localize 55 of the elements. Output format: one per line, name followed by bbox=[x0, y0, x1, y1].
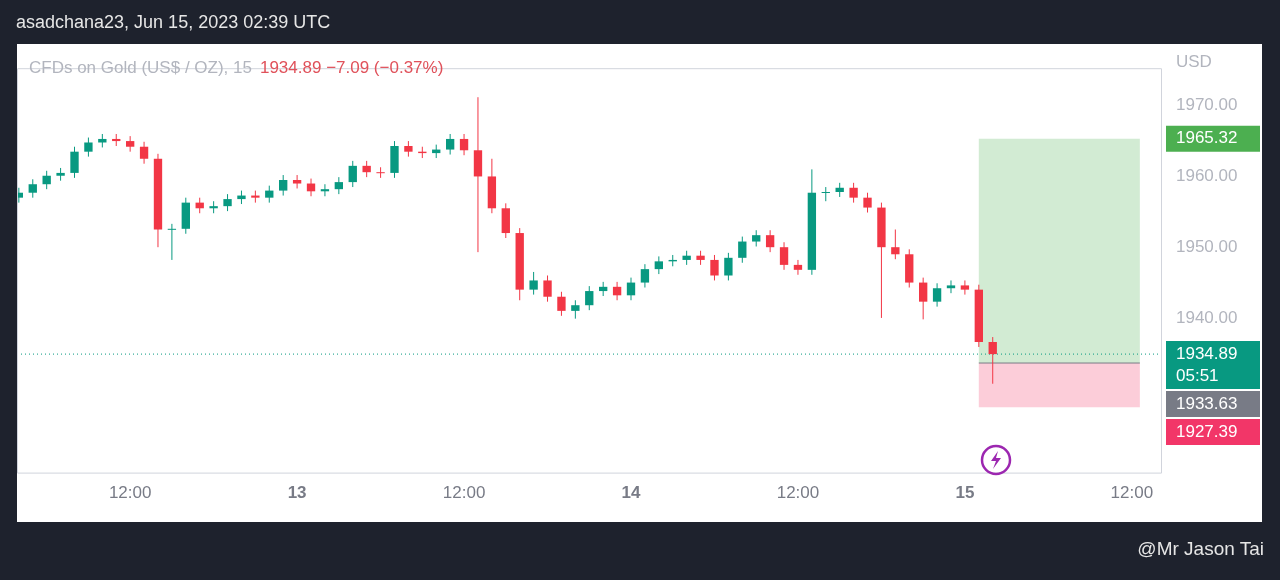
candlestick bbox=[70, 146, 79, 179]
band-label: 1965.32 bbox=[1176, 128, 1238, 148]
candlestick bbox=[459, 133, 469, 156]
candlestick bbox=[571, 299, 580, 320]
y-tick-label: 1960.00 bbox=[1176, 166, 1238, 186]
candlestick bbox=[279, 174, 288, 197]
x-tick-label: 15 bbox=[955, 483, 975, 503]
text: asadchana23, Jun 15, 2023 02:39 UTC bbox=[16, 12, 331, 33]
candlestick bbox=[167, 223, 177, 261]
x-tick-label: 12:00 bbox=[1110, 483, 1154, 503]
y-axis-title: USD bbox=[1176, 52, 1212, 72]
band-label: 1927.39 bbox=[1176, 421, 1238, 441]
candlestick bbox=[529, 271, 538, 296]
candlestick bbox=[84, 137, 93, 158]
chart-title: CFDs on Gold (US$ / OZ), 15 bbox=[29, 58, 252, 77]
y-tick-label: 1950.00 bbox=[1176, 236, 1238, 256]
candlestick bbox=[445, 133, 455, 156]
chart-subtitle: 1934.89 −7.09 (−0.37%) bbox=[259, 58, 444, 77]
y-tick-label: 1970.00 bbox=[1176, 95, 1238, 115]
x-tick-label: 12:00 bbox=[776, 483, 820, 503]
candlestick bbox=[348, 160, 357, 188]
candlestick bbox=[557, 291, 566, 317]
candlestick bbox=[793, 259, 803, 276]
candlestick bbox=[738, 236, 747, 264]
candlestick bbox=[640, 263, 650, 289]
ref-line-label: 1933.63 bbox=[1176, 393, 1238, 413]
y-tick-label: 1940.00 bbox=[1176, 307, 1238, 327]
x-tick-label: 12:00 bbox=[108, 483, 152, 503]
text: @Mr Jason Tai bbox=[1137, 538, 1264, 560]
candlestick bbox=[821, 186, 830, 202]
candlestick bbox=[724, 252, 733, 281]
candlestick bbox=[612, 281, 622, 301]
candlestick bbox=[626, 277, 636, 301]
candlestick bbox=[849, 182, 858, 204]
candlestick bbox=[28, 178, 37, 199]
candlestick bbox=[710, 254, 719, 281]
candlestick bbox=[139, 141, 149, 165]
candlestick bbox=[779, 241, 789, 271]
candlestick bbox=[585, 285, 594, 311]
candlestick bbox=[960, 279, 970, 296]
candlestick bbox=[765, 229, 775, 253]
x-tick-label: 13 bbox=[287, 483, 307, 503]
ref-line-label: 1934.89 05:51 bbox=[1176, 343, 1238, 385]
candlestick bbox=[932, 282, 942, 308]
candlestick bbox=[988, 336, 997, 385]
candlestick bbox=[863, 192, 872, 214]
candlestick bbox=[42, 170, 51, 190]
x-tick-label: 12:00 bbox=[442, 483, 486, 503]
candlestick bbox=[919, 277, 928, 320]
candlestick bbox=[891, 229, 900, 260]
x-tick-label: 14 bbox=[621, 483, 641, 503]
candlestick bbox=[946, 279, 956, 294]
candlestick bbox=[543, 275, 552, 303]
candlestick bbox=[292, 174, 302, 189]
candlestick bbox=[376, 166, 385, 179]
